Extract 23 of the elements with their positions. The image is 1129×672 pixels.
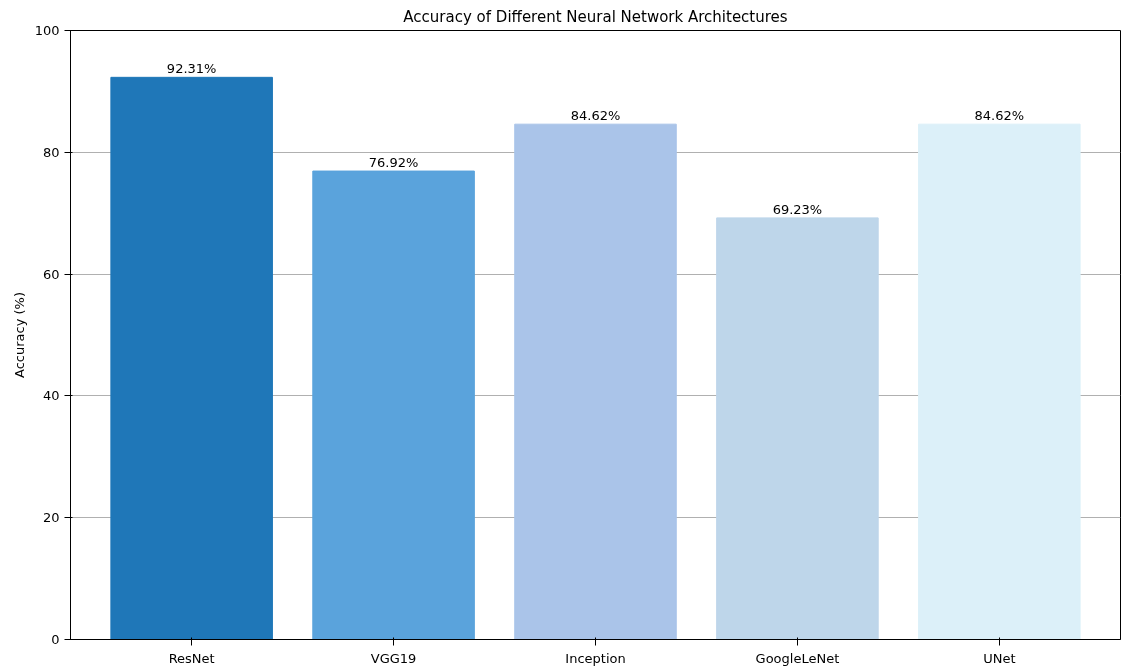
x-tick-label: GoogleLeNet	[755, 650, 840, 666]
x-tick-label: ResNet	[168, 650, 215, 666]
data-label: 84.62%	[570, 108, 621, 124]
bar	[918, 123, 1081, 640]
y-tick-label: 80	[42, 144, 60, 160]
bar	[110, 76, 273, 640]
y-tick-label: 20	[42, 510, 60, 526]
y-tick-label: 100	[34, 23, 60, 38]
data-label: 92.31%	[166, 61, 217, 77]
y-axis-title: Accuracy (%)	[11, 292, 27, 378]
x-tick-label: Inception	[565, 650, 626, 666]
y-tick-label: 0	[51, 632, 60, 647]
data-label: 76.92%	[368, 155, 419, 171]
bar	[514, 123, 677, 640]
chart-title: Accuracy of Different Neural Network Architectures	[403, 7, 788, 26]
data-label: 84.62%	[974, 108, 1025, 124]
x-tick-label: VGG19	[370, 650, 417, 666]
y-tick-label: 60	[42, 266, 60, 282]
y-tick-label: 40	[42, 388, 60, 404]
bar	[716, 217, 879, 640]
data-label: 69.23%	[772, 201, 823, 217]
x-tick-label: UNet	[983, 650, 1016, 666]
bar	[312, 170, 475, 640]
